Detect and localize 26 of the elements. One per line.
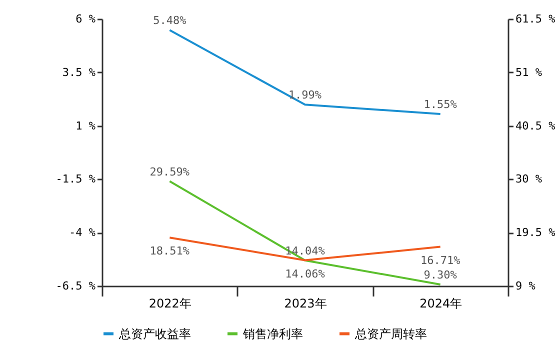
data-label: 5.48%	[153, 14, 187, 28]
legend-label: 销售净利率	[242, 326, 303, 341]
y2-tick-label: 9 %	[516, 280, 536, 292]
data-label: 29.59%	[150, 165, 190, 178]
data-label: 18.51%	[150, 244, 190, 258]
data-label: 1.55%	[424, 98, 458, 112]
x-tick-label: 2023年	[284, 296, 327, 310]
y-tick-label: 3.5 %	[62, 66, 96, 79]
y-tick-label: -4 %	[69, 226, 96, 240]
legend-label: 总资产周转率	[354, 326, 427, 341]
y-tick-label: -1.5 %	[56, 172, 96, 186]
data-label: 1.99%	[288, 88, 322, 102]
y2-tick-label: 19.5 %	[516, 226, 556, 240]
y2-tick-label: 40.5 %	[516, 119, 556, 132]
data-label: 14.06%	[285, 267, 326, 280]
y2-tick-label: 51 %	[516, 66, 542, 79]
y2-tick-label: 30 %	[516, 172, 542, 186]
legend-label: 总资产收益率	[118, 326, 191, 341]
y-tick-label: -6.5 %	[56, 280, 96, 292]
y2-tick-label: 61.5 %	[516, 12, 556, 26]
x-tick-label: 2024年	[420, 296, 462, 310]
y-tick-label: 1 %	[76, 119, 96, 132]
x-tick-label: 2022年	[148, 296, 192, 310]
y-tick-label: 6 %	[76, 12, 96, 26]
data-label: 9.30%	[424, 268, 458, 282]
data-label: 16.71%	[420, 254, 461, 267]
